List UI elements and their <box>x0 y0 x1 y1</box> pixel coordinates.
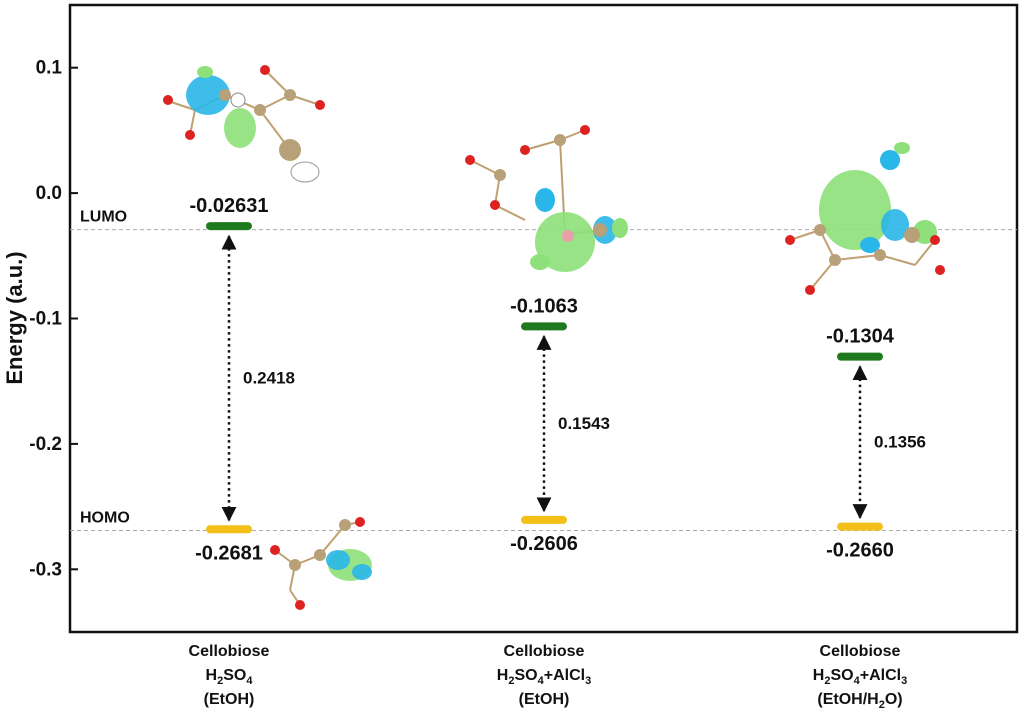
category-label: (EtOH) <box>204 691 255 708</box>
reference-label-lumo: LUMO <box>80 209 127 226</box>
category-label: Cellobiose <box>820 643 901 660</box>
band-gap-label: 0.1356 <box>874 433 926 452</box>
band-gap-label: 0.1543 <box>558 414 610 433</box>
molecule-image-lumo-2 <box>465 125 628 272</box>
molecule-image-homo-1 <box>270 517 372 610</box>
band-gap-label: 0.2418 <box>243 369 295 388</box>
category-label: (EtOH/H2​O) <box>817 691 902 711</box>
homo-value-label: -0.2681 <box>195 542 263 564</box>
category-label: Cellobiose <box>504 643 585 660</box>
y-tick-label: -0.1 <box>29 309 62 330</box>
lumo-value-label: -0.1063 <box>510 295 578 317</box>
y-axis-title: Energy (a.u.) <box>2 251 27 384</box>
category-label: H2​SO4​+AlCl3​ <box>813 667 907 687</box>
category-label: (EtOH) <box>519 691 570 708</box>
category-labels: Cellobiose H2​SO4​ (EtOH) Cellobiose H2​SO4​… <box>189 643 908 711</box>
y-tick-label: -0.2 <box>29 434 62 455</box>
lumo-value-label: -0.1304 <box>826 326 895 348</box>
y-tick-label: 0.1 <box>36 58 63 79</box>
category-label: H2​SO4​+AlCl3​ <box>497 667 591 687</box>
y-tick-label: 0.0 <box>36 183 62 204</box>
homo-value-label: -0.2660 <box>826 540 894 562</box>
y-tick-label: -0.3 <box>29 559 62 580</box>
category-label: Cellobiose <box>189 643 270 660</box>
molecule-image-lumo-1 <box>163 65 325 183</box>
homo-value-label: -0.2606 <box>510 533 578 555</box>
molecule-image-lumo-3 <box>785 142 945 295</box>
y-axis-ticks: 0.1 0.0 -0.1 -0.2 -0.3 <box>29 58 78 580</box>
category-label: H2​SO4​ <box>206 667 254 687</box>
energy-levels: -0.02631 -0.2681 0.2418 -0.1063 -0.2606 0.154… <box>190 195 926 564</box>
lumo-value-label: -0.02631 <box>190 195 269 217</box>
reference-label-homo: HOMO <box>80 510 130 527</box>
